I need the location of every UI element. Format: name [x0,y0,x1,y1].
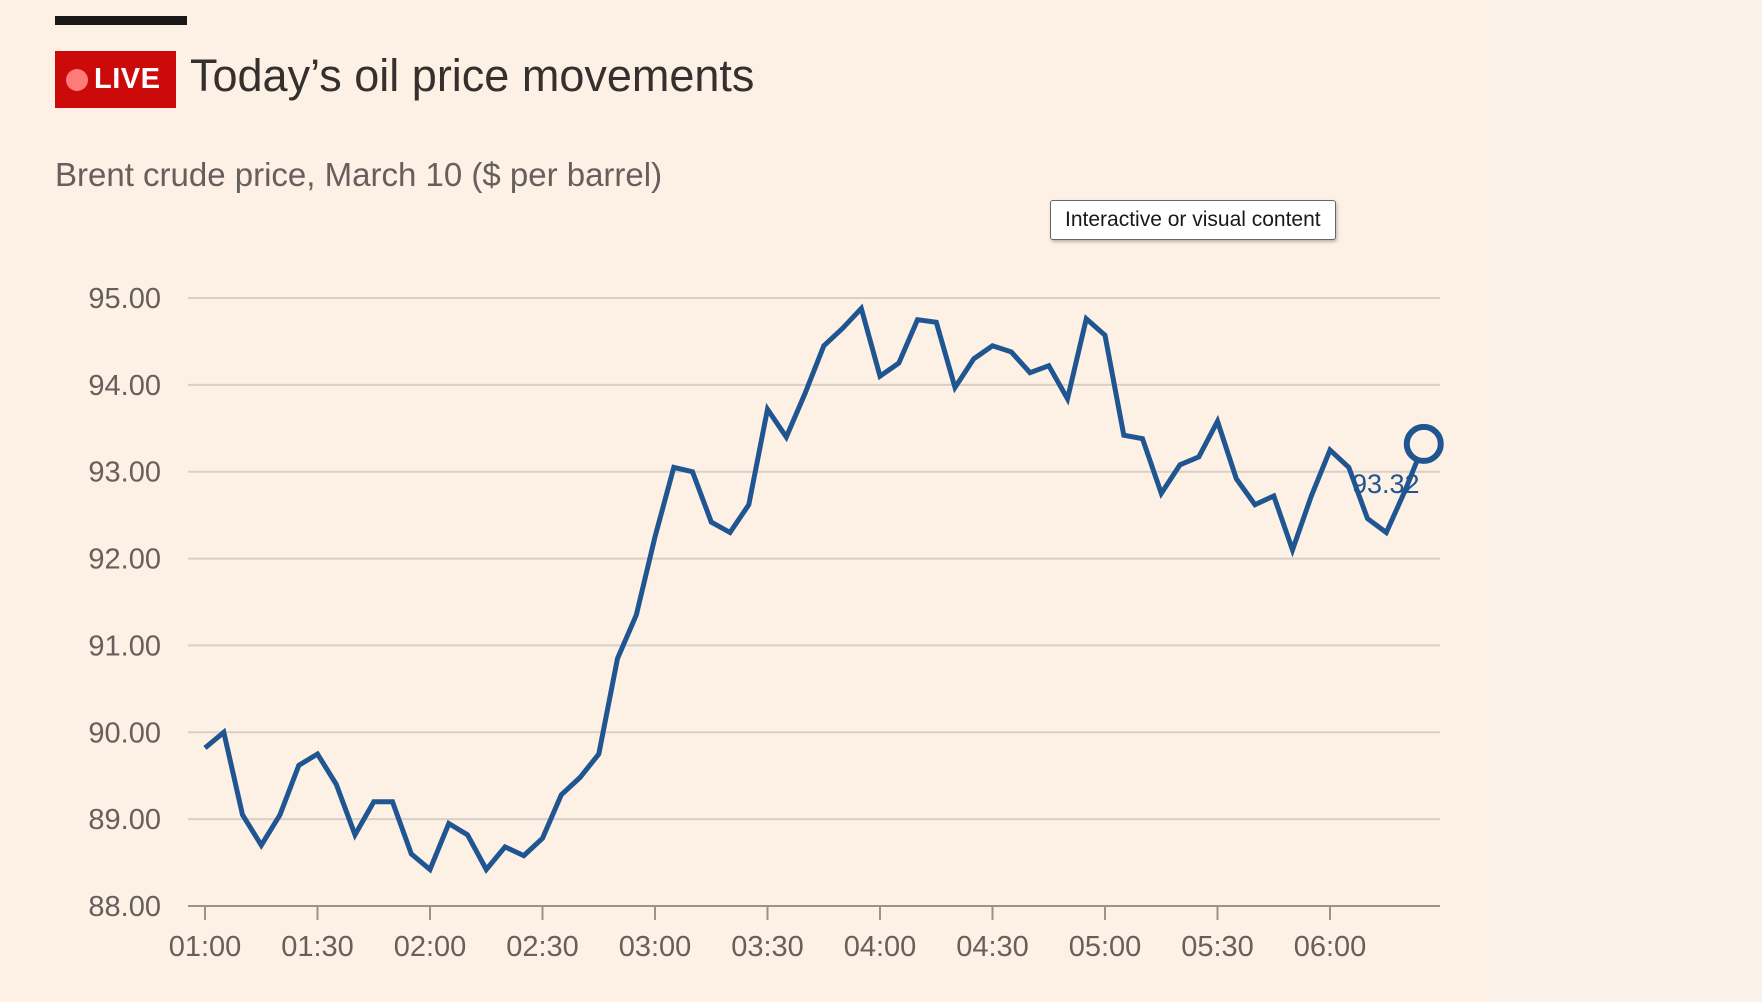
x-tick-label: 04:30 [956,931,1029,963]
chart-card [56,16,1488,1002]
y-tick-label: 90.00 [88,717,161,749]
live-badge-label: LIVE [94,63,161,95]
live-dot-icon [66,68,88,91]
chart-subtitle: Brent crude price, March 10 ($ per barre… [55,156,663,193]
y-tick-label: 89.00 [88,804,161,836]
x-tick-label: 05:30 [1181,931,1254,963]
series-layer [203,303,1427,874]
page-right-strip [1490,0,1762,1002]
page-title: Today’s oil price movements [190,50,755,101]
y-axis-labels: 95.00 94.00 93.00 92.00 91.00 90.00 89.00 88.00 [88,283,161,923]
x-tick-label: 02:00 [394,931,467,963]
y-tick-label: 95.00 [88,283,161,315]
x-axis-labels: 01:00 01:30 02:00 02:30 03:00 03:30 04:00 04:30… [169,931,1367,963]
y-tick-label: 92.00 [88,544,161,576]
y-tick-label: 91.00 [88,630,161,662]
x-tick-label: 06:00 [1294,931,1367,963]
last-value-label: 93.32 [1352,469,1420,499]
top-rule [55,16,187,25]
x-tick-label: 01:00 [169,931,242,963]
interactive-content-tooltip: Interactive or visual content [1050,200,1336,240]
y-tick-label: 88.00 [88,891,161,923]
series-line-brent-crude [203,303,1427,874]
x-tick-label: 02:30 [506,931,579,963]
gridlines [188,297,1440,907]
x-axis [204,906,1331,920]
x-tick-label: 05:00 [1069,931,1142,963]
x-tick-label: 03:00 [619,931,692,963]
y-tick-label: 94.00 [88,370,161,402]
x-tick-label: 03:30 [731,931,804,963]
live-badge: LIVE [55,51,176,108]
last-point-marker[interactable] [1403,423,1444,464]
x-tick-label: 01:30 [281,931,354,963]
x-tick-label: 04:00 [844,931,917,963]
y-tick-label: 93.00 [88,457,161,489]
marker-layer: 93.32 [1352,423,1444,499]
